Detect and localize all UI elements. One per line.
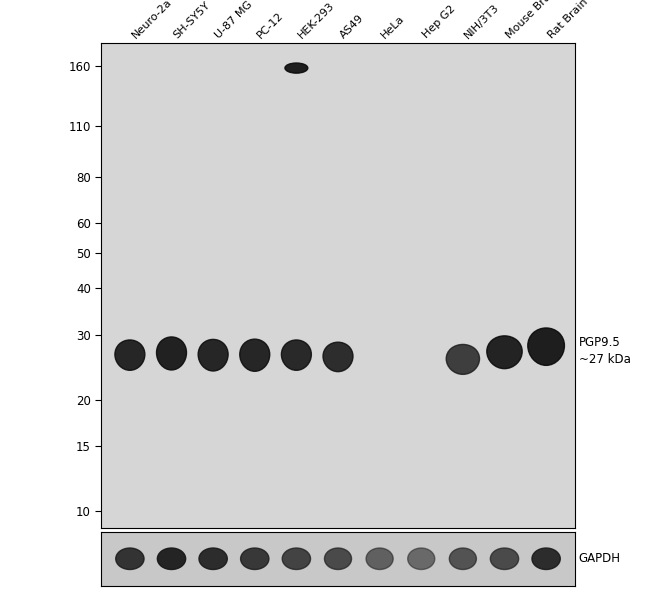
Ellipse shape [528,328,564,365]
Ellipse shape [285,63,308,73]
Ellipse shape [408,548,435,570]
Text: Mouse Brain: Mouse Brain [504,0,560,40]
Text: U-87 MG: U-87 MG [213,0,254,40]
Text: AS49: AS49 [338,13,365,40]
Ellipse shape [446,345,480,375]
Ellipse shape [324,548,352,570]
Ellipse shape [240,548,269,570]
Ellipse shape [449,548,476,570]
Text: Neuro-2a: Neuro-2a [130,0,174,40]
Ellipse shape [532,548,560,570]
Ellipse shape [240,339,270,371]
Ellipse shape [366,548,393,570]
Text: PGP9.5
~27 kDa: PGP9.5 ~27 kDa [578,337,630,367]
Text: Rat Brain: Rat Brain [546,0,590,40]
Ellipse shape [198,339,228,371]
Ellipse shape [157,337,187,370]
Ellipse shape [281,340,311,370]
Ellipse shape [487,336,522,368]
Text: Hep G2: Hep G2 [421,4,458,40]
Ellipse shape [115,340,145,370]
Text: PC-12: PC-12 [255,10,285,40]
Ellipse shape [199,548,228,570]
Ellipse shape [282,548,311,570]
Text: GAPDH: GAPDH [578,552,621,565]
Ellipse shape [116,548,144,570]
Text: HEK-293: HEK-293 [296,0,337,40]
Ellipse shape [323,342,353,371]
Ellipse shape [157,548,186,570]
Text: HeLa: HeLa [380,13,407,40]
Text: NIH/3T3: NIH/3T3 [463,2,501,40]
Text: SH-SY5Y: SH-SY5Y [172,0,212,40]
Ellipse shape [490,548,519,570]
